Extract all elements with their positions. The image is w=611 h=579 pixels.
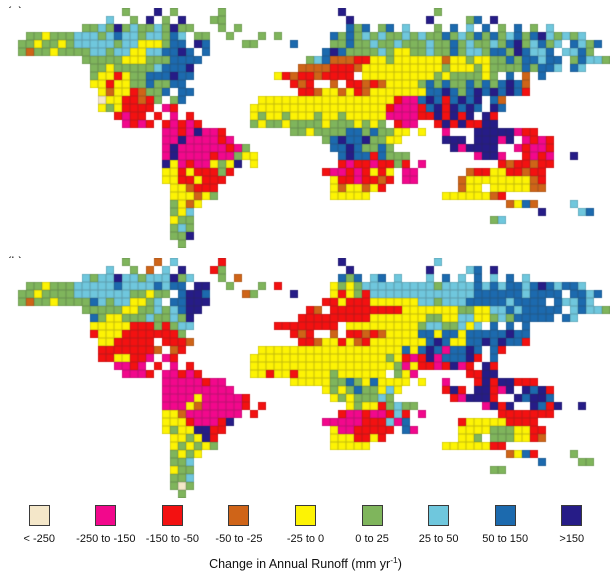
legend-item: -250 to -150	[73, 505, 140, 545]
legend-label: 0 to 25	[355, 533, 389, 545]
legend-label: 50 to 150	[482, 533, 529, 545]
world-map-panel-b	[2, 258, 610, 498]
legend-label: -50 to -25	[215, 533, 263, 545]
legend-color-swatch	[295, 505, 317, 526]
legend-caption: Change in Annual Runoff (mm yr-1)	[0, 555, 611, 571]
legend-item: >150	[539, 505, 606, 545]
legend-item: 25 to 50	[405, 505, 472, 545]
legend-item: -50 to -25	[206, 505, 273, 545]
legend-color-swatch	[28, 505, 50, 526]
legend-label: -250 to -150	[76, 533, 136, 545]
world-map-panel-a	[2, 8, 610, 248]
legend-item: -150 to -50	[139, 505, 206, 545]
legend-color-swatch	[161, 505, 183, 526]
legend-label: 25 to 50	[418, 533, 459, 545]
legend-item: 50 to 150	[472, 505, 539, 545]
legend-color-swatch	[361, 505, 383, 526]
legend-label: >150	[559, 533, 585, 545]
legend-color-swatch	[561, 505, 583, 526]
legend-color-swatch	[494, 505, 516, 526]
legend-item: 0 to 25	[339, 505, 406, 545]
legend-color-swatch	[95, 505, 117, 526]
caption-suffix: )	[397, 557, 402, 572]
legend-label: -150 to -50	[145, 533, 199, 545]
caption-superscript: -1	[390, 555, 398, 565]
legend-label: -25 to 0	[286, 533, 325, 545]
legend-item: -25 to 0	[272, 505, 339, 545]
legend-item: < -250	[6, 505, 73, 545]
legend-color-swatch	[428, 505, 450, 526]
legend-color-swatch	[228, 505, 250, 526]
caption-text: Change in Annual Runoff (mm yr	[209, 557, 391, 572]
legend: < -250 -250 to -150 -150 to -50 -50 to -25 -…	[6, 505, 605, 545]
legend-label: < -250	[23, 533, 56, 545]
